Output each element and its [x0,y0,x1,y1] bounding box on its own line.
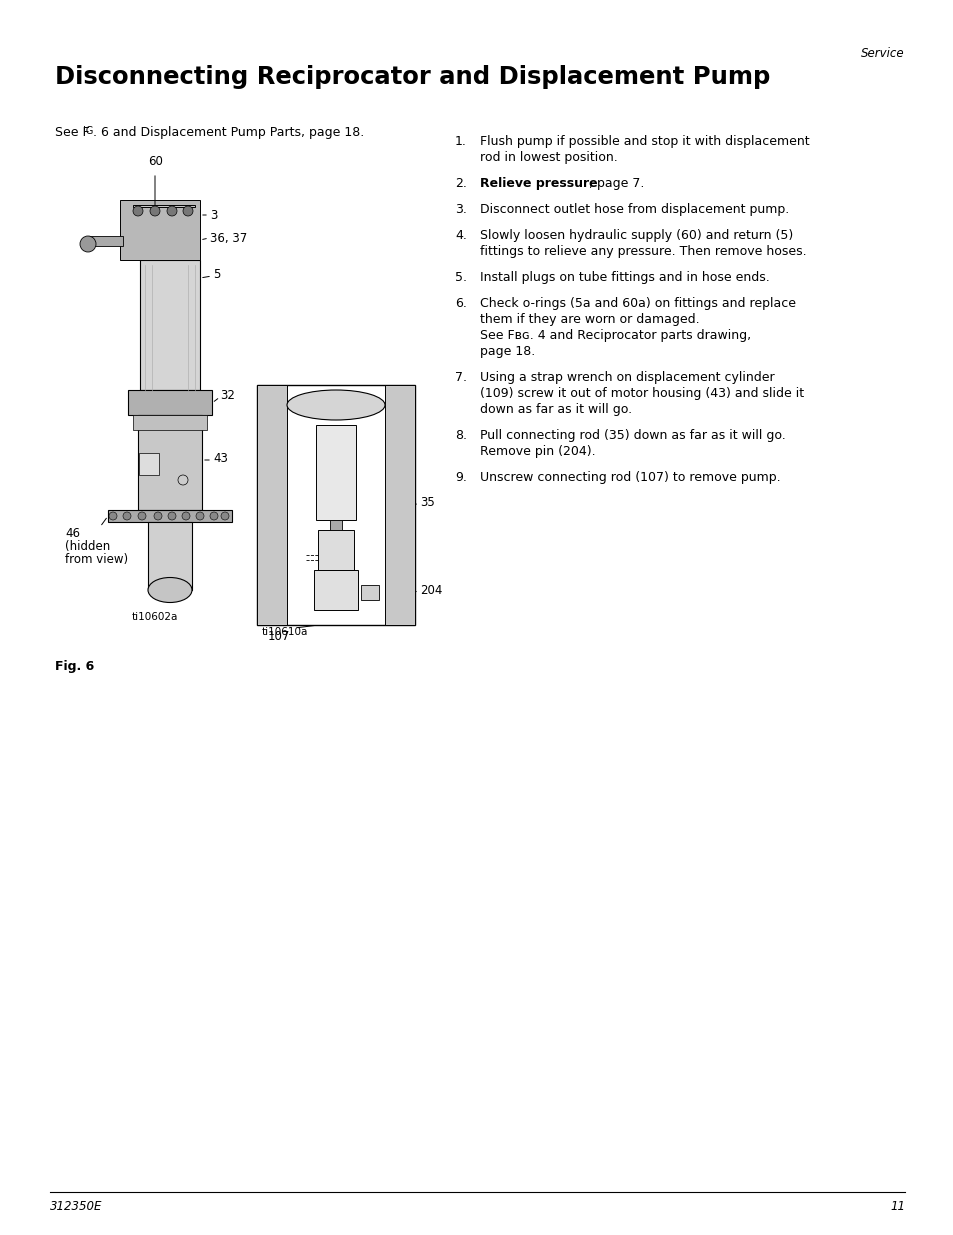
Text: . 6 and Displacement Pump Parts, page 18.: . 6 and Displacement Pump Parts, page 18… [92,126,364,140]
Circle shape [195,513,204,520]
Text: IG: IG [83,126,93,136]
Text: 8.: 8. [455,429,467,442]
Circle shape [168,513,175,520]
Text: 5.: 5. [455,270,467,284]
Text: Using a strap wrench on displacement cylinder: Using a strap wrench on displacement cyl… [479,370,774,384]
Circle shape [210,513,218,520]
Ellipse shape [287,390,385,420]
Text: Remove pin (204).: Remove pin (204). [479,445,595,458]
Circle shape [138,513,146,520]
Text: 9.: 9. [455,471,466,484]
Text: 4.: 4. [455,228,466,242]
Text: page 18.: page 18. [479,345,535,358]
Text: fittings to relieve any pressure. Then remove hoses.: fittings to relieve any pressure. Then r… [479,245,806,258]
Text: Disconnecting Reciprocator and Displacement Pump: Disconnecting Reciprocator and Displacem… [55,65,770,89]
Text: Flush pump if possible and stop it with displacement: Flush pump if possible and stop it with … [479,135,809,148]
Bar [120,200,200,261]
Text: Check o-rings (5a and 60a) on fittings and replace: Check o-rings (5a and 60a) on fittings a… [479,296,795,310]
Bar [132,415,207,430]
Bar [256,385,287,625]
Text: Relieve pressure: Relieve pressure [479,177,597,190]
Text: 36, 37: 36, 37 [210,231,247,245]
Bar [315,425,355,520]
Text: See Fʙɢ. 4 and Reciprocator parts drawing,: See Fʙɢ. 4 and Reciprocator parts drawin… [479,329,750,342]
Text: 11: 11 [889,1200,904,1213]
Circle shape [80,236,96,252]
Text: 312350E: 312350E [50,1200,102,1213]
Bar [139,453,159,475]
Bar [108,510,232,522]
Bar [88,236,123,246]
Text: Install plugs on tube fittings and in hose ends.: Install plugs on tube fittings and in ho… [479,270,769,284]
Bar [314,571,357,610]
Text: 107: 107 [268,630,290,643]
Text: 7.: 7. [455,370,467,384]
Text: 204: 204 [419,583,442,597]
Text: Fig. 6: Fig. 6 [55,659,94,673]
Bar [256,385,415,625]
Ellipse shape [148,578,192,603]
Text: Slowly loosen hydraulic supply (60) and return (5): Slowly loosen hydraulic supply (60) and … [479,228,792,242]
Text: 46: 46 [65,527,80,540]
Bar [317,530,354,571]
Text: from view): from view) [65,553,128,566]
Text: 3.: 3. [455,203,466,216]
Bar [360,585,378,600]
Bar [138,415,202,510]
Circle shape [153,513,162,520]
Circle shape [150,206,160,216]
Bar [330,520,341,530]
Text: , page 7.: , page 7. [588,177,643,190]
Text: 1.: 1. [455,135,466,148]
Circle shape [182,513,190,520]
Circle shape [221,513,229,520]
Text: 2.: 2. [455,177,466,190]
Circle shape [183,206,193,216]
Text: Pull connecting rod (35) down as far as it will go.: Pull connecting rod (35) down as far as … [479,429,785,442]
Bar [128,390,212,415]
Circle shape [109,513,117,520]
Circle shape [167,206,177,216]
Text: them if they are worn or damaged.: them if they are worn or damaged. [479,312,699,326]
Text: 6.: 6. [455,296,466,310]
Text: (hidden: (hidden [65,540,111,553]
Bar [132,205,194,207]
Text: Disconnect outlet hose from displacement pump.: Disconnect outlet hose from displacement… [479,203,788,216]
Text: ti10602a: ti10602a [132,613,178,622]
Bar [148,522,192,590]
Circle shape [123,513,131,520]
Text: 35: 35 [419,495,435,509]
Text: (109) screw it out of motor housing (43) and slide it: (109) screw it out of motor housing (43)… [479,387,803,400]
Text: See F: See F [55,126,90,140]
Text: rod in lowest position.: rod in lowest position. [479,151,618,164]
Text: Service: Service [861,47,904,61]
Text: 43: 43 [213,452,228,464]
Circle shape [178,475,188,485]
Text: down as far as it will go.: down as far as it will go. [479,403,632,416]
Bar [385,385,415,625]
Circle shape [132,206,143,216]
Text: 32: 32 [220,389,234,401]
Bar [140,261,200,390]
Text: Unscrew connecting rod (107) to remove pump.: Unscrew connecting rod (107) to remove p… [479,471,780,484]
Text: ti10610a: ti10610a [262,627,308,637]
Text: 3: 3 [210,209,217,221]
Text: 5: 5 [213,268,220,282]
Text: 60: 60 [148,156,163,168]
